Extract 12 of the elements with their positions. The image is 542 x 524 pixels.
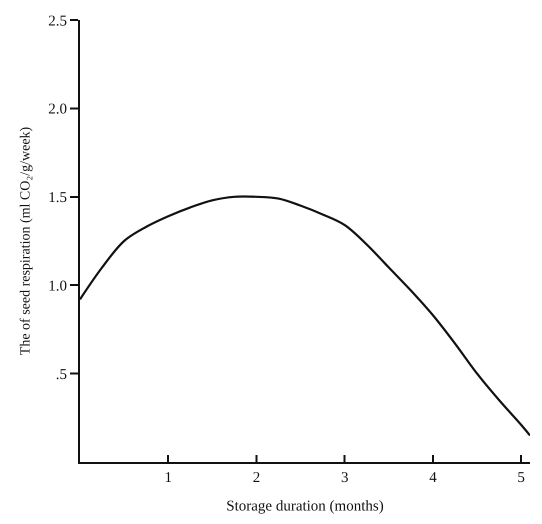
x-tick-label: 3 xyxy=(340,470,348,486)
x-tick-label: 2 xyxy=(252,470,260,486)
y-tick-label: 1.5 xyxy=(48,190,67,206)
x-axis-title: Storage duration (months) xyxy=(226,498,384,514)
y-axis-title: The of seed respiration (ml CO₂/g/week) xyxy=(18,126,34,356)
y-tick-label: 2.5 xyxy=(48,13,67,30)
y-tick-label: 2.0 xyxy=(48,102,67,118)
y-tick-label: 1.0 xyxy=(48,278,67,294)
x-tick-label: 1 xyxy=(164,470,172,486)
x-tick-label: 4 xyxy=(429,470,438,486)
y-tick-label: .5 xyxy=(56,366,67,383)
x-tick-label: 5 xyxy=(517,470,525,486)
